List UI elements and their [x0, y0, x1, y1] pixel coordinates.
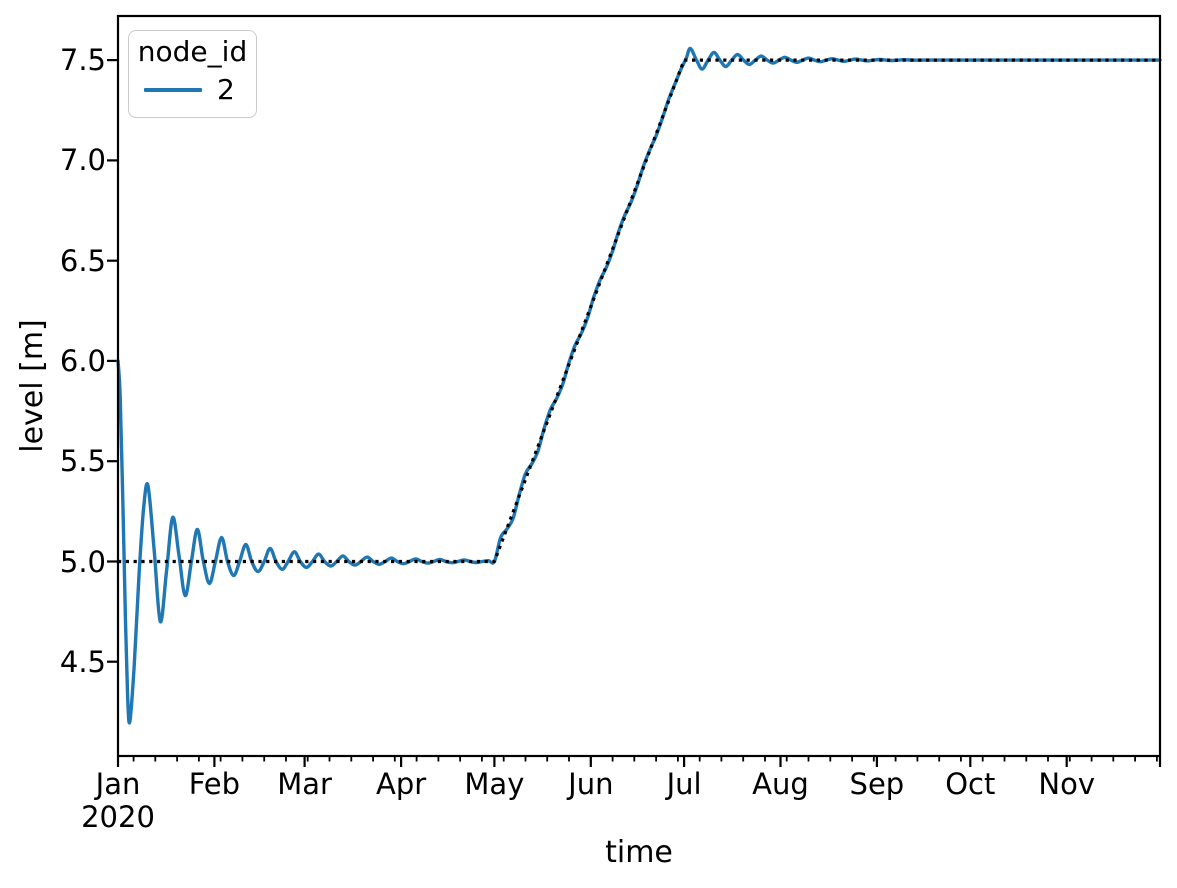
x-axis-year-label: 2020: [81, 800, 155, 834]
series-line-node-2: [116, 46, 1162, 725]
y-tick-label: 7.0: [59, 143, 106, 178]
x-tick-label: Jul: [666, 767, 702, 801]
x-tick-label: Sep: [849, 767, 905, 801]
x-tick-label: Nov: [1038, 767, 1095, 801]
axes-spines: [116, 14, 1162, 758]
target-level-line: [118, 58, 1160, 564]
y-tick-label: 5.5: [59, 444, 106, 479]
y-tick-label: 6.5: [59, 243, 106, 278]
legend-title: node_id: [137, 35, 248, 68]
x-tick-label: Mar: [277, 767, 332, 801]
x-tick-label: Jan 2020: [81, 767, 155, 834]
legend-entry-label: 2: [217, 73, 235, 106]
y-tick-label: 4.5: [59, 644, 106, 679]
x-axis-label: time: [605, 835, 673, 870]
x-tick-label: Feb: [188, 767, 241, 801]
y-tick-label: 7.5: [59, 43, 106, 78]
y-tick-label: 5.0: [59, 544, 106, 579]
x-tick-label: Oct: [945, 767, 996, 801]
y-axis-label: level [m]: [15, 319, 50, 453]
legend: node_id 2: [128, 30, 257, 118]
legend-entry: 2: [129, 75, 256, 105]
x-tick-label: May: [464, 767, 525, 801]
legend-line-sample: [144, 88, 202, 92]
x-tick-label: Apr: [376, 767, 427, 801]
x-tick-label: Aug: [752, 767, 809, 801]
x-tick-label: Jun: [568, 767, 614, 801]
y-tick-label: 6.0: [59, 343, 106, 378]
